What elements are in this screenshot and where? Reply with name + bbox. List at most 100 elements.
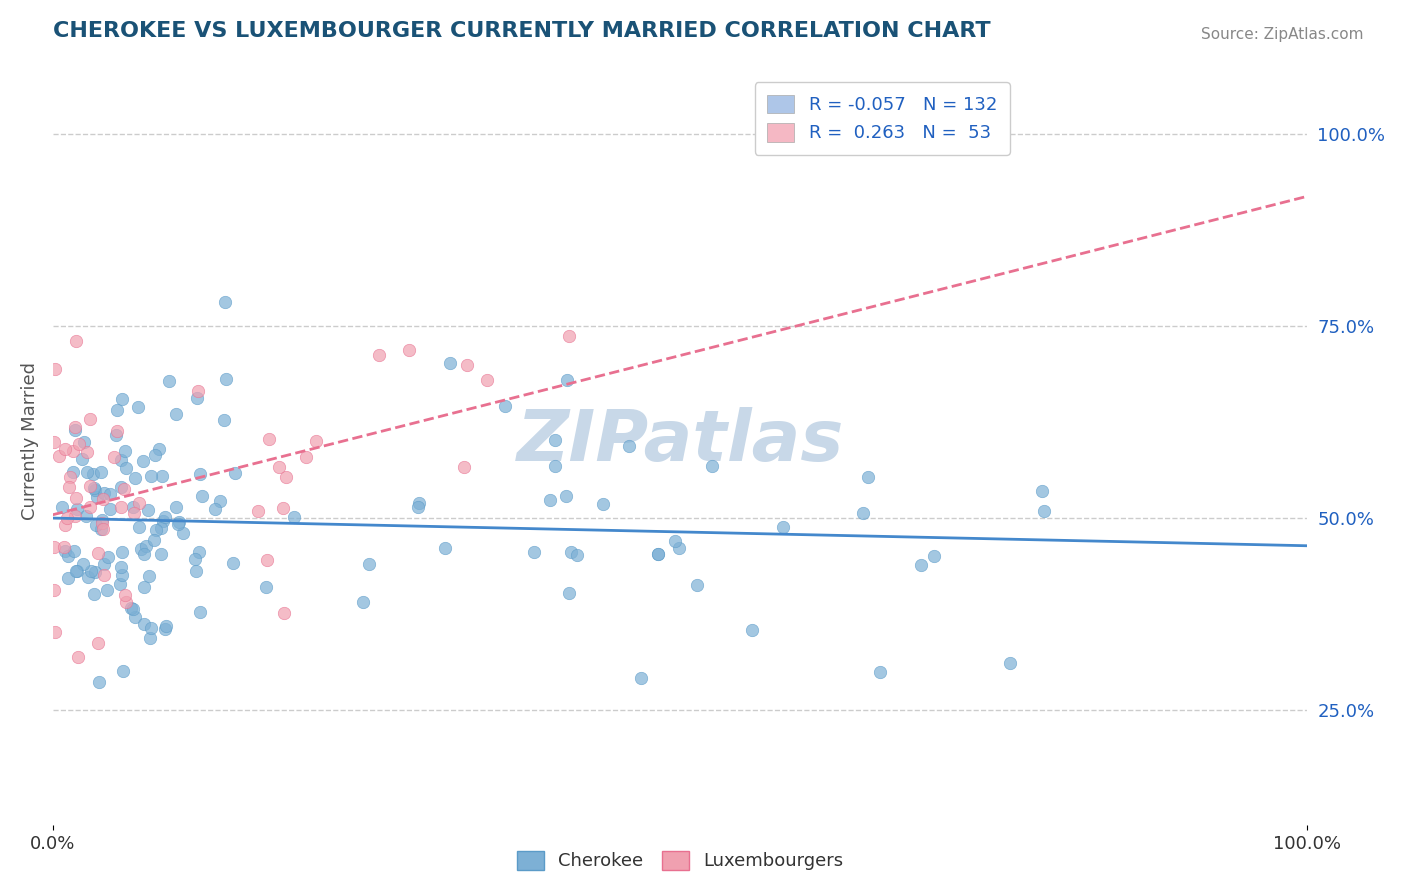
Point [53,442,76,456]
Point [155,619,177,633]
Point [122,507,145,521]
Point [76,445,98,459]
Point [115,595,138,609]
Point [111,545,134,559]
Point [555,489,578,503]
Point [208,493,231,508]
Point [456,358,478,372]
Point [79,479,101,493]
Point [84,483,107,497]
Point [1000,657,1022,671]
Point [167,517,190,532]
Point [63,424,86,438]
Point [305,434,328,448]
Point [44,435,66,450]
Point [453,459,475,474]
Point [114,461,136,475]
Point [83,587,105,601]
Point [87,635,110,649]
Point [141,469,163,483]
Point [592,497,614,511]
Point [58,571,80,585]
Point [222,556,245,570]
Point [138,568,160,582]
Point [91,522,114,536]
Y-axis label: Currently Married: Currently Married [21,362,39,520]
Point [76,570,98,584]
Point [96,582,118,597]
Point [105,427,128,442]
Point [153,509,176,524]
Point [191,489,214,503]
Point [53,543,76,558]
Point [1032,504,1054,518]
Point [557,586,579,600]
Point [122,602,145,616]
Point [51,500,73,515]
Point [167,516,190,530]
Point [254,581,277,595]
Point [247,504,270,518]
Point [544,458,567,473]
Point [93,557,115,571]
Point [79,500,101,514]
Point [630,671,652,685]
Point [544,433,567,447]
Point [741,623,763,637]
Point [187,384,209,398]
Point [98,501,121,516]
Point [124,610,146,624]
Point [132,454,155,468]
Point [869,665,891,679]
Point [44,540,66,554]
Point [152,514,174,528]
Point [110,576,132,591]
Point [567,548,589,562]
Point [114,588,136,602]
Point [1031,483,1053,498]
Point [910,558,932,573]
Point [42,582,65,597]
Point [558,329,581,343]
Point [283,510,305,524]
Point [368,348,391,362]
Point [67,649,90,664]
Point [79,412,101,426]
Point [83,481,105,495]
Point [105,424,128,438]
Point [398,343,420,357]
Point [65,334,87,348]
Point [97,549,120,564]
Point [153,622,176,636]
Point [274,470,297,484]
Point [124,471,146,485]
Point [56,549,79,563]
Point [204,501,226,516]
Point [86,490,108,504]
Text: CHEROKEE VS LUXEMBOURGER CURRENTLY MARRIED CORRELATION CHART: CHEROKEE VS LUXEMBOURGER CURRENTLY MARRI… [52,21,990,41]
Point [150,469,173,483]
Point [58,480,80,494]
Point [145,523,167,537]
Point [65,491,87,505]
Point [90,522,112,536]
Point [110,500,132,515]
Point [110,479,132,493]
Legend: Cherokee, Luxembourgers: Cherokee, Luxembourgers [510,844,851,878]
Point [70,452,93,467]
Point [134,616,156,631]
Point [142,533,165,547]
Point [93,486,115,500]
Point [352,595,374,609]
Point [257,433,280,447]
Point [111,665,134,679]
Point [84,517,107,532]
Point [62,443,84,458]
Point [72,557,94,571]
Point [617,439,640,453]
Point [858,470,880,484]
Point [295,450,318,464]
Point [90,516,112,530]
Point [122,500,145,515]
Point [63,420,86,434]
